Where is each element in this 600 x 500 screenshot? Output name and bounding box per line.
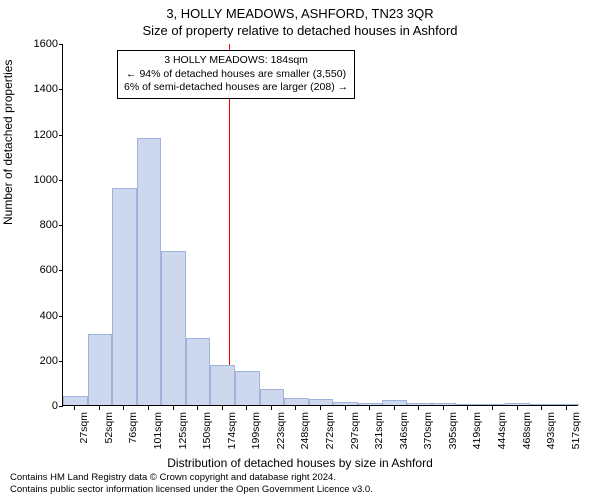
x-tick-label: 101sqm	[152, 412, 164, 449]
histogram-bar	[210, 365, 235, 405]
x-tick-label: 321sqm	[373, 412, 385, 449]
x-tick-mark	[566, 406, 567, 410]
y-tick-mark	[59, 180, 63, 181]
histogram-bar	[432, 403, 457, 405]
histogram-bar	[161, 251, 186, 405]
histogram-bar	[260, 389, 285, 405]
histogram-bar	[407, 403, 432, 405]
x-tick-label: 199sqm	[250, 412, 262, 449]
histogram-bar	[554, 404, 579, 405]
x-tick-mark	[443, 406, 444, 410]
x-tick-label: 150sqm	[201, 412, 213, 449]
histogram-bar	[358, 403, 383, 405]
histogram-bar	[382, 400, 407, 405]
histogram-bar	[309, 399, 334, 405]
histogram-bar	[88, 334, 113, 405]
footer-line1: Contains HM Land Registry data © Crown c…	[10, 472, 590, 484]
x-tick-label: 27sqm	[78, 412, 90, 444]
histogram-bar	[530, 404, 555, 405]
y-tick-mark	[59, 406, 63, 407]
x-tick-mark	[74, 406, 75, 410]
page-title: 3, HOLLY MEADOWS, ASHFORD, TN23 3QR	[0, 0, 600, 21]
x-axis-label: Distribution of detached houses by size …	[0, 456, 600, 470]
y-tick-label: 1200	[18, 129, 58, 141]
x-tick-label: 493sqm	[545, 412, 557, 449]
x-tick-label: 468sqm	[521, 412, 533, 449]
y-tick-mark	[59, 89, 63, 90]
x-tick-mark	[467, 406, 468, 410]
histogram-bar	[137, 138, 162, 405]
histogram-bar	[112, 188, 137, 405]
y-tick-mark	[59, 225, 63, 226]
footer-line2: Contains public sector information licen…	[10, 484, 590, 496]
x-tick-label: 346sqm	[398, 412, 410, 449]
x-tick-label: 370sqm	[422, 412, 434, 449]
y-tick-label: 400	[18, 310, 58, 322]
x-tick-label: 52sqm	[103, 412, 115, 444]
x-tick-mark	[541, 406, 542, 410]
histogram-bar	[456, 404, 481, 405]
y-tick-mark	[59, 316, 63, 317]
x-tick-mark	[369, 406, 370, 410]
x-tick-label: 272sqm	[324, 412, 336, 449]
plot-area: 3 HOLLY MEADOWS: 184sqm ← 94% of detache…	[62, 44, 578, 406]
y-tick-label: 600	[18, 264, 58, 276]
x-tick-label: 223sqm	[275, 412, 287, 449]
histogram-bar	[505, 403, 530, 405]
x-tick-mark	[394, 406, 395, 410]
y-tick-mark	[59, 135, 63, 136]
x-tick-mark	[295, 406, 296, 410]
x-tick-mark	[345, 406, 346, 410]
histogram-bar	[284, 398, 309, 405]
x-tick-mark	[271, 406, 272, 410]
x-tick-label: 76sqm	[127, 412, 139, 444]
footer-attribution: Contains HM Land Registry data © Crown c…	[10, 472, 590, 496]
y-tick-label: 800	[18, 219, 58, 231]
y-axis-label: Number of detached properties	[1, 60, 15, 225]
x-tick-label: 174sqm	[226, 412, 238, 449]
annotation-line1: 3 HOLLY MEADOWS: 184sqm	[124, 54, 348, 68]
histogram-bar	[63, 396, 88, 405]
x-tick-mark	[320, 406, 321, 410]
annotation-line3: 6% of semi-detached houses are larger (2…	[124, 81, 348, 95]
x-tick-mark	[99, 406, 100, 410]
x-tick-label: 395sqm	[447, 412, 459, 449]
x-tick-label: 297sqm	[349, 412, 361, 449]
x-tick-mark	[418, 406, 419, 410]
x-tick-label: 419sqm	[471, 412, 483, 449]
x-tick-mark	[197, 406, 198, 410]
y-tick-label: 1400	[18, 83, 58, 95]
histogram-bar	[481, 404, 506, 405]
y-tick-label: 1000	[18, 174, 58, 186]
x-tick-mark	[246, 406, 247, 410]
histogram-bar	[235, 371, 260, 405]
y-tick-label: 200	[18, 355, 58, 367]
y-tick-label: 0	[18, 400, 58, 412]
x-tick-label: 125sqm	[177, 412, 189, 449]
y-tick-mark	[59, 270, 63, 271]
annotation-box: 3 HOLLY MEADOWS: 184sqm ← 94% of detache…	[117, 50, 355, 99]
x-tick-mark	[123, 406, 124, 410]
histogram-bar	[333, 402, 358, 405]
x-tick-mark	[492, 406, 493, 410]
page-subtitle: Size of property relative to detached ho…	[0, 21, 600, 38]
x-tick-mark	[173, 406, 174, 410]
y-tick-mark	[59, 44, 63, 45]
x-tick-label: 248sqm	[299, 412, 311, 449]
x-tick-mark	[222, 406, 223, 410]
histogram-bar	[186, 338, 211, 405]
x-tick-label: 517sqm	[570, 412, 582, 449]
y-tick-label: 1600	[18, 38, 58, 50]
x-tick-mark	[517, 406, 518, 410]
x-tick-mark	[148, 406, 149, 410]
annotation-line2: ← 94% of detached houses are smaller (3,…	[124, 68, 348, 82]
x-tick-label: 444sqm	[496, 412, 508, 449]
y-tick-mark	[59, 361, 63, 362]
histogram-chart: 3 HOLLY MEADOWS: 184sqm ← 94% of detache…	[62, 44, 578, 406]
